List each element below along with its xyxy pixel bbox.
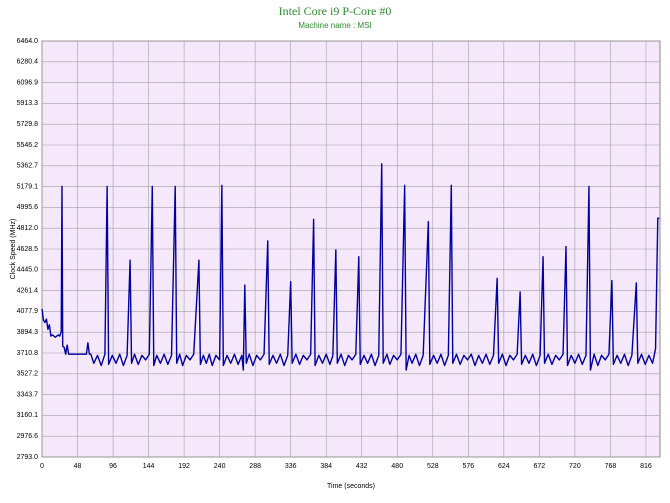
y-tick-label: 4077.9	[17, 308, 39, 315]
y-tick-label: 2976.6	[17, 433, 39, 440]
x-tick-label: 624	[498, 463, 510, 470]
y-tick-label: 4812.0	[17, 225, 39, 232]
y-tick-label: 3710.8	[17, 350, 39, 357]
chart-subtitle: Machine name : MSI	[298, 21, 371, 30]
y-tick-label: 4261.4	[17, 287, 39, 294]
x-tick-label: 144	[143, 463, 155, 470]
x-tick-label: 480	[391, 463, 403, 470]
y-tick-label: 3894.3	[17, 329, 39, 336]
y-tick-label: 5913.3	[17, 100, 39, 107]
y-tick-label: 4445.0	[17, 267, 39, 274]
x-tick-label: 240	[214, 463, 226, 470]
x-tick-label: 768	[605, 463, 617, 470]
y-tick-label: 5546.2	[17, 142, 39, 149]
y-tick-label: 4995.6	[17, 204, 39, 211]
x-tick-label: 816	[640, 463, 652, 470]
x-tick-label: 288	[249, 463, 261, 470]
data-line	[41, 163, 660, 371]
x-tick-label: 48	[74, 463, 82, 470]
y-tick-label: 6096.9	[17, 79, 39, 86]
y-tick-label: 5362.7	[17, 163, 39, 170]
y-tick-label: 3527.2	[17, 371, 39, 378]
y-axis-label: Clock Speed (MHz)	[10, 219, 17, 280]
y-tick-label: 6280.4	[17, 59, 39, 66]
y-tick-label: 5179.1	[17, 183, 39, 190]
x-tick-label: 576	[462, 463, 474, 470]
y-tick-label: 6464.0	[17, 38, 39, 45]
y-tick-label: 5729.8	[17, 121, 39, 128]
y-tick-label: 4628.5	[17, 246, 39, 253]
x-tick-label: 432	[356, 463, 368, 470]
y-tick-label: 3160.1	[17, 412, 39, 419]
x-tick-label: 336	[285, 463, 297, 470]
x-tick-label: 384	[320, 463, 332, 470]
x-axis-label: Time (seconds)	[327, 483, 375, 490]
y-tick-label: 3343.7	[17, 391, 39, 398]
x-tick-label: 0	[40, 463, 44, 470]
x-tick-label: 192	[178, 463, 190, 470]
y-tick-label: 2793.0	[17, 454, 39, 461]
x-tick-label: 528	[427, 463, 439, 470]
x-tick-label: 720	[569, 463, 581, 470]
chart-title: Intel Core i9 P-Core #0	[279, 4, 392, 18]
x-tick-label: 672	[534, 463, 546, 470]
x-tick-label: 96	[109, 463, 117, 470]
